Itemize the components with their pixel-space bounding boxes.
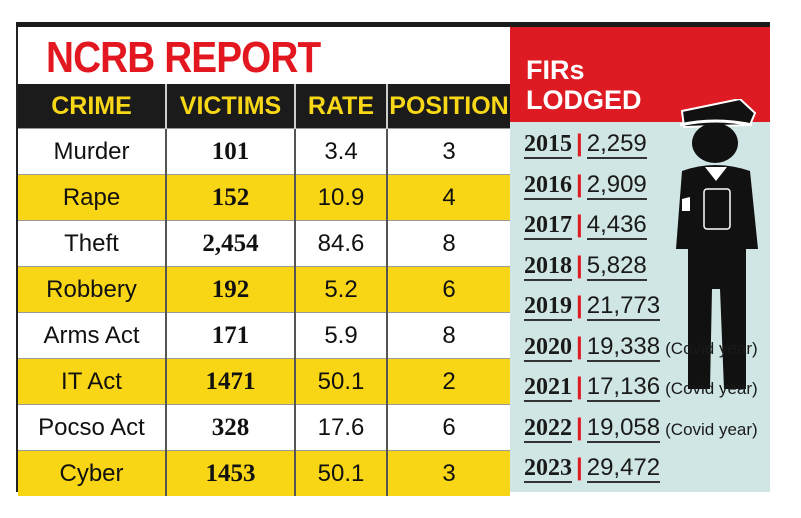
- position-cell: 6: [387, 266, 510, 313]
- crime-cell: Murder: [18, 128, 167, 175]
- rate-cell: 50.1: [295, 450, 388, 496]
- fir-year: 2020: [524, 333, 572, 362]
- fir-year: 2015: [524, 131, 572, 159]
- rate-cell: 5.9: [295, 312, 388, 359]
- table-row: Rape 152 10.9 4: [18, 174, 510, 221]
- victims-cell: 2,454: [166, 220, 296, 267]
- fir-note: (Covid year): [665, 338, 758, 358]
- fir-count: 2,909: [586, 170, 647, 200]
- table-row: Cyber 1453 50.1 3: [18, 450, 510, 496]
- infographic: NCRB REPORT CRIME VICTIMS RATE POSITION …: [16, 22, 770, 496]
- fir-year: 2021: [524, 374, 572, 402]
- victims-cell: 192: [166, 266, 296, 313]
- victims-cell: 328: [166, 404, 296, 451]
- fir-note: (Covid year): [665, 379, 758, 398]
- fir-year-item: 2018 | 5,828: [524, 251, 647, 281]
- position-cell: 8: [387, 312, 510, 359]
- separator: |: [576, 292, 583, 319]
- separator: |: [576, 170, 583, 198]
- table-row: Theft 2,454 84.6 8: [18, 220, 510, 267]
- fir-count: 19,338: [586, 332, 661, 362]
- crime-cell: Cyber: [18, 450, 167, 496]
- rate-cell: 17.6: [295, 404, 388, 451]
- fir-count: 5,828: [586, 251, 647, 281]
- table-row: Murder 101 3.4 3: [18, 128, 510, 175]
- fir-count: 2,259: [586, 130, 647, 159]
- firs-panel: FIRs LODGED 2015 | 2,259 2016 | 2,909 2017 | 4,4…: [510, 27, 770, 492]
- rate-cell: 5.2: [295, 266, 388, 313]
- fir-year: 2016: [524, 171, 572, 200]
- fir-count: 29,472: [586, 454, 661, 483]
- crime-cell: Rape: [18, 174, 167, 221]
- header-row: CRIME VICTIMS RATE POSITION: [18, 84, 510, 129]
- rate-cell: 50.1: [295, 358, 388, 405]
- position-cell: 3: [387, 450, 510, 496]
- fir-year-item: 2023 | 29,472: [524, 454, 661, 483]
- separator: |: [576, 211, 583, 238]
- separator: |: [576, 130, 583, 157]
- crime-table: CRIME VICTIMS RATE POSITION Murder 101 3.4…: [18, 84, 510, 496]
- position-cell: 4: [387, 174, 510, 221]
- fir-year-item: 2016 | 2,909: [524, 170, 647, 200]
- separator: |: [576, 373, 583, 400]
- rate-cell: 10.9: [295, 174, 388, 221]
- fir-year-item: 2015 | 2,259: [524, 130, 647, 159]
- crime-cell: Robbery: [18, 266, 167, 313]
- fir-year-item: 2017 | 4,436: [524, 211, 647, 240]
- fir-count: 19,058: [586, 413, 661, 443]
- fir-note: (Covid year): [665, 419, 758, 439]
- fir-year: 2017: [524, 212, 572, 240]
- fir-year-item: 2022 | 19,058 (Covid year): [524, 413, 758, 443]
- position-cell: 3: [387, 128, 510, 175]
- table-row: Pocso Act 328 17.6 6: [18, 404, 510, 451]
- rate-cell: 84.6: [295, 220, 388, 267]
- police-officer-icon: [676, 99, 758, 389]
- victims-cell: 171: [166, 312, 296, 359]
- title: NCRB REPORT: [46, 33, 321, 82]
- col-header: CRIME: [18, 84, 167, 129]
- ncrb-table-panel: NCRB REPORT CRIME VICTIMS RATE POSITION …: [16, 27, 510, 496]
- separator: |: [576, 251, 583, 279]
- table-row: Robbery 192 5.2 6: [18, 266, 510, 313]
- position-cell: 2: [387, 358, 510, 405]
- col-header: RATE: [295, 84, 388, 129]
- firs-header: FIRs LODGED: [510, 27, 770, 122]
- table-row: Arms Act 171 5.9 8: [18, 312, 510, 359]
- col-header: POSITION: [387, 84, 510, 129]
- separator: |: [576, 413, 583, 441]
- victims-cell: 152: [166, 174, 296, 221]
- fir-year: 2018: [524, 252, 572, 281]
- fir-count: 17,136: [586, 373, 661, 402]
- firs-title: FIRs: [526, 55, 585, 85]
- crime-cell: IT Act: [18, 358, 167, 405]
- victims-cell: 1471: [166, 358, 296, 405]
- fir-year: 2023: [524, 455, 572, 483]
- fir-year-item: 2019 | 21,773: [524, 292, 661, 321]
- crime-cell: Pocso Act: [18, 404, 167, 451]
- position-cell: 8: [387, 220, 510, 267]
- table-row: IT Act 1471 50.1 2: [18, 358, 510, 405]
- fir-year: 2019: [524, 293, 572, 321]
- firs-title: LODGED: [526, 85, 642, 115]
- fir-year-item: 2020 | 19,338 (Covid year): [524, 332, 758, 362]
- rate-cell: 3.4: [295, 128, 388, 175]
- separator: |: [576, 454, 583, 481]
- separator: |: [576, 332, 583, 360]
- fir-count: 21,773: [586, 292, 661, 321]
- fir-count: 4,436: [586, 211, 647, 240]
- victims-cell: 101: [166, 128, 296, 175]
- crime-cell: Arms Act: [18, 312, 167, 359]
- position-cell: 6: [387, 404, 510, 451]
- fir-year-item: 2021 | 17,136 (Covid year): [524, 373, 758, 402]
- victims-cell: 1453: [166, 450, 296, 496]
- fir-year: 2022: [524, 414, 572, 443]
- col-header: VICTIMS: [166, 84, 296, 129]
- crime-cell: Theft: [18, 220, 167, 267]
